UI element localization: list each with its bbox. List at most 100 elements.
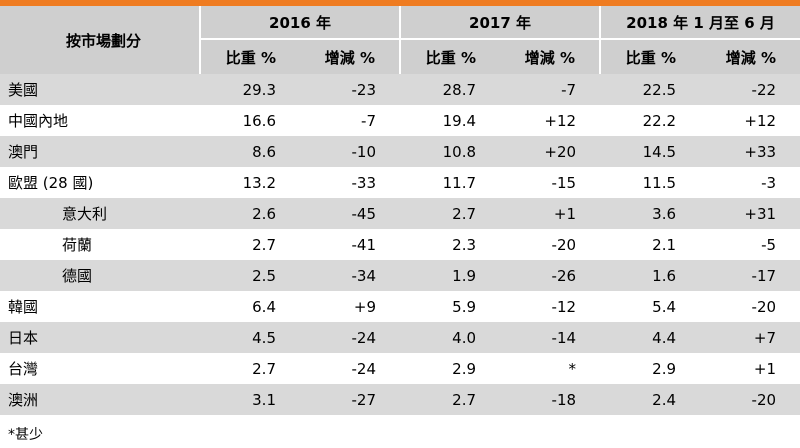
table-row: 中國內地 16.6 -7 19.4 +12 22.2 +12 (0, 105, 800, 136)
share-cell: 28.7 (400, 74, 501, 105)
change-cell: -24 (300, 322, 401, 353)
share-cell: 13.2 (200, 167, 300, 198)
year-header-2017: 2017 年 (399, 6, 601, 39)
share-cell: 2.4 (600, 384, 701, 415)
change-cell: +9 (300, 291, 401, 322)
change-cell: +12 (500, 105, 601, 136)
share-cell: 4.5 (200, 322, 300, 353)
row-label: 台灣 (0, 353, 200, 384)
table-row: 意大利 2.6 -45 2.7 +1 3.6 +31 (0, 198, 800, 229)
change-cell: -3 (700, 167, 800, 198)
change-cell: -20 (700, 291, 800, 322)
row-label: 中國內地 (0, 105, 200, 136)
change-cell: -12 (500, 291, 601, 322)
change-cell: -34 (300, 260, 401, 291)
row-label: 荷蘭 (0, 229, 200, 260)
share-cell: 11.5 (600, 167, 701, 198)
change-cell: +20 (500, 136, 601, 167)
change-cell: +1 (700, 353, 800, 384)
year-header-2016: 2016 年 (198, 6, 401, 39)
change-cell: -23 (300, 74, 401, 105)
share-cell: 2.6 (200, 198, 300, 229)
share-cell: 14.5 (600, 136, 701, 167)
change-cell: -22 (700, 74, 800, 105)
year-header-2018h1: 2018 年 1 月至 6 月 (599, 6, 800, 39)
change-cell: -15 (500, 167, 601, 198)
share-cell: 2.9 (400, 353, 501, 384)
change-cell: -41 (300, 229, 401, 260)
change-cell: +33 (700, 136, 800, 167)
row-label: 歐盟 (28 國) (0, 167, 200, 198)
change-cell: -45 (300, 198, 401, 229)
row-label: 日本 (0, 322, 200, 353)
share-cell: 2.5 (200, 260, 300, 291)
subheader-change: 增減 % (500, 38, 601, 74)
share-cell: 4.0 (400, 322, 501, 353)
change-cell: -26 (500, 260, 601, 291)
change-cell: -17 (700, 260, 800, 291)
share-cell: 11.7 (400, 167, 501, 198)
row-label: 澳門 (0, 136, 200, 167)
footnote: *甚少 (8, 427, 43, 443)
subheader-share: 比重 % (599, 38, 701, 74)
change-cell: +12 (700, 105, 800, 136)
share-cell: 2.7 (400, 198, 501, 229)
share-cell: 2.7 (400, 384, 501, 415)
share-cell: 29.3 (200, 74, 300, 105)
table-row: 美國 29.3 -23 28.7 -7 22.5 -22 (0, 74, 800, 105)
change-cell: -18 (500, 384, 601, 415)
table-row: 台灣 2.7 -24 2.9 * 2.9 +1 (0, 353, 800, 384)
table-row: 荷蘭 2.7 -41 2.3 -20 2.1 -5 (0, 229, 800, 260)
market-share-table: 按市場劃分 2016 年 2017 年 2018 年 1 月至 6 月 比重 %… (0, 6, 800, 415)
accent-bar (0, 0, 800, 6)
change-cell: -20 (500, 229, 601, 260)
share-cell: 2.7 (200, 353, 300, 384)
change-cell: +1 (500, 198, 601, 229)
share-cell: 1.9 (400, 260, 501, 291)
subheader-share: 比重 % (199, 38, 300, 74)
share-cell: 2.1 (600, 229, 701, 260)
share-cell: 22.5 (600, 74, 701, 105)
row-label: 德國 (0, 260, 200, 291)
subheader-share: 比重 % (399, 38, 501, 74)
row-label: 澳洲 (0, 384, 200, 415)
share-cell: 19.4 (400, 105, 501, 136)
share-cell: 16.6 (200, 105, 300, 136)
share-cell: 22.2 (600, 105, 701, 136)
change-cell: -5 (700, 229, 800, 260)
change-cell: -24 (300, 353, 401, 384)
table-row: 歐盟 (28 國) 13.2 -33 11.7 -15 11.5 -3 (0, 167, 800, 198)
share-cell: 2.3 (400, 229, 501, 260)
share-cell: 5.9 (400, 291, 501, 322)
change-cell: -10 (300, 136, 401, 167)
table-row: 澳門 8.6 -10 10.8 +20 14.5 +33 (0, 136, 800, 167)
column-header-market: 按市場劃分 (0, 6, 200, 74)
row-label: 意大利 (0, 198, 200, 229)
change-cell: -7 (500, 74, 601, 105)
change-cell: -33 (300, 167, 401, 198)
change-cell: +31 (700, 198, 800, 229)
row-label: 美國 (0, 74, 200, 105)
header-row-years: 按市場劃分 2016 年 2017 年 2018 年 1 月至 6 月 (0, 6, 800, 74)
share-cell: 10.8 (400, 136, 501, 167)
table-row: 德國 2.5 -34 1.9 -26 1.6 -17 (0, 260, 800, 291)
change-cell: +7 (700, 322, 800, 353)
share-cell: 2.7 (200, 229, 300, 260)
share-cell: 3.6 (600, 198, 701, 229)
change-cell: -7 (300, 105, 401, 136)
table-row: 澳洲 3.1 -27 2.7 -18 2.4 -20 (0, 384, 800, 415)
subheader-change: 增減 % (700, 38, 800, 74)
share-cell: 8.6 (200, 136, 300, 167)
share-cell: 2.9 (600, 353, 701, 384)
table-body: 美國 29.3 -23 28.7 -7 22.5 -22 中國內地 16.6 -7 19.4 +12 2… (0, 74, 800, 415)
subheader-change: 增減 % (300, 38, 401, 74)
share-cell: 4.4 (600, 322, 701, 353)
row-label: 韓國 (0, 291, 200, 322)
change-cell: -27 (300, 384, 401, 415)
table-row: 韓國 6.4 +9 5.9 -12 5.4 -20 (0, 291, 800, 322)
change-cell: -20 (700, 384, 800, 415)
change-cell: * (500, 353, 601, 384)
header-row-measures: 比重 % 增減 % 比重 % 增減 % 比重 % 增減 % (0, 38, 800, 74)
change-cell: -14 (500, 322, 601, 353)
table-row: 日本 4.5 -24 4.0 -14 4.4 +7 (0, 322, 800, 353)
